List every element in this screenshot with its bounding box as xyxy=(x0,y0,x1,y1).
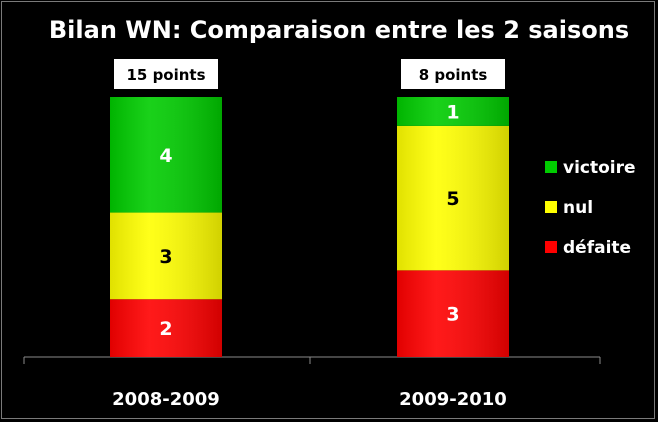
points-total-box xyxy=(114,59,218,89)
bar-segment-shading xyxy=(110,97,222,213)
legend-swatch-nul xyxy=(545,201,557,213)
legend-swatch-défaite xyxy=(545,241,557,253)
legend-label-défaite: défaite xyxy=(563,238,631,258)
bar-segment-shading xyxy=(397,125,509,271)
x-tick-label: 2009-2010 xyxy=(399,389,507,410)
points-total-label: 8 points xyxy=(419,66,488,84)
x-tick-label: 2008-2009 xyxy=(112,389,220,410)
data-label: 2 xyxy=(159,318,172,340)
data-label: 4 xyxy=(159,145,172,167)
bar-segment-shading xyxy=(397,97,509,126)
data-label: 1 xyxy=(446,101,459,123)
data-label: 3 xyxy=(446,304,459,326)
legend-label-victoire: victoire xyxy=(563,158,636,178)
bar-segment-shading xyxy=(110,299,222,357)
points-total-label: 15 points xyxy=(126,66,205,84)
legend-label-nul: nul xyxy=(563,198,593,218)
bar-segment-shading xyxy=(397,270,509,357)
bar-segment-shading xyxy=(110,212,222,300)
points-total-box xyxy=(401,59,505,89)
data-label: 3 xyxy=(159,246,172,268)
legend-swatch-victoire xyxy=(545,161,557,173)
chart-title: Bilan WN: Comparaison entre les 2 saison… xyxy=(49,16,629,44)
data-label: 5 xyxy=(446,188,459,210)
